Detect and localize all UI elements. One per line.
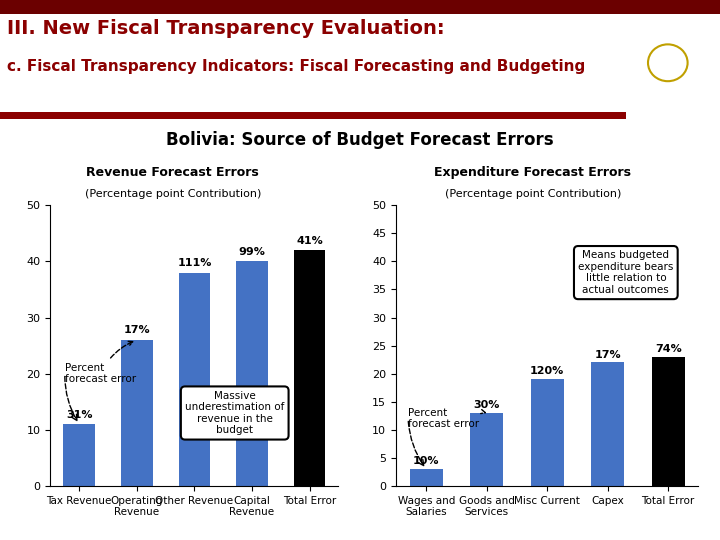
Text: Means budgeted
expenditure bears
little relation to
actual outcomes: Means budgeted expenditure bears little … (578, 250, 673, 295)
Bar (531, 379, 564, 486)
Bar (179, 273, 210, 486)
Bar (470, 413, 503, 486)
Bar (236, 261, 268, 486)
Text: 99%: 99% (238, 247, 266, 257)
Bar (591, 362, 624, 486)
Text: FAD: FAD (644, 22, 692, 42)
FancyBboxPatch shape (0, 112, 626, 119)
Text: Bolivia: Source of Budget Forecast Errors: Bolivia: Source of Budget Forecast Error… (166, 131, 554, 150)
Text: 30%: 30% (474, 400, 500, 410)
Bar (63, 424, 95, 486)
Bar (652, 357, 685, 486)
Text: Revenue Forecast Errors: Revenue Forecast Errors (86, 166, 259, 179)
Text: 17%: 17% (595, 349, 621, 360)
Text: 111%: 111% (177, 258, 212, 268)
Text: Percent
forecast error: Percent forecast error (65, 341, 136, 384)
Text: 74%: 74% (654, 344, 682, 354)
Text: Percent
forecast error: Percent forecast error (408, 408, 485, 429)
Bar (121, 340, 153, 486)
Text: c. Fiscal Transparency Indicators: Fiscal Forecasting and Budgeting: c. Fiscal Transparency Indicators: Fisca… (7, 59, 585, 75)
Text: 17%: 17% (124, 326, 150, 335)
Text: 120%: 120% (530, 367, 564, 376)
FancyBboxPatch shape (0, 0, 720, 14)
Bar (410, 469, 443, 486)
Text: 41%: 41% (296, 235, 323, 246)
Text: (Percentage point Contribution): (Percentage point Contribution) (85, 190, 261, 199)
Text: Expenditure Forecast Errors: Expenditure Forecast Errors (434, 166, 631, 179)
Text: III. New Fiscal Transparency Evaluation:: III. New Fiscal Transparency Evaluation: (7, 19, 445, 38)
Text: 31%: 31% (66, 410, 92, 420)
Text: Massive
underestimation of
revenue in the
budget: Massive underestimation of revenue in th… (185, 390, 284, 435)
Bar (294, 250, 325, 486)
Text: 10%: 10% (413, 456, 439, 467)
Text: (Percentage point Contribution): (Percentage point Contribution) (445, 190, 621, 199)
